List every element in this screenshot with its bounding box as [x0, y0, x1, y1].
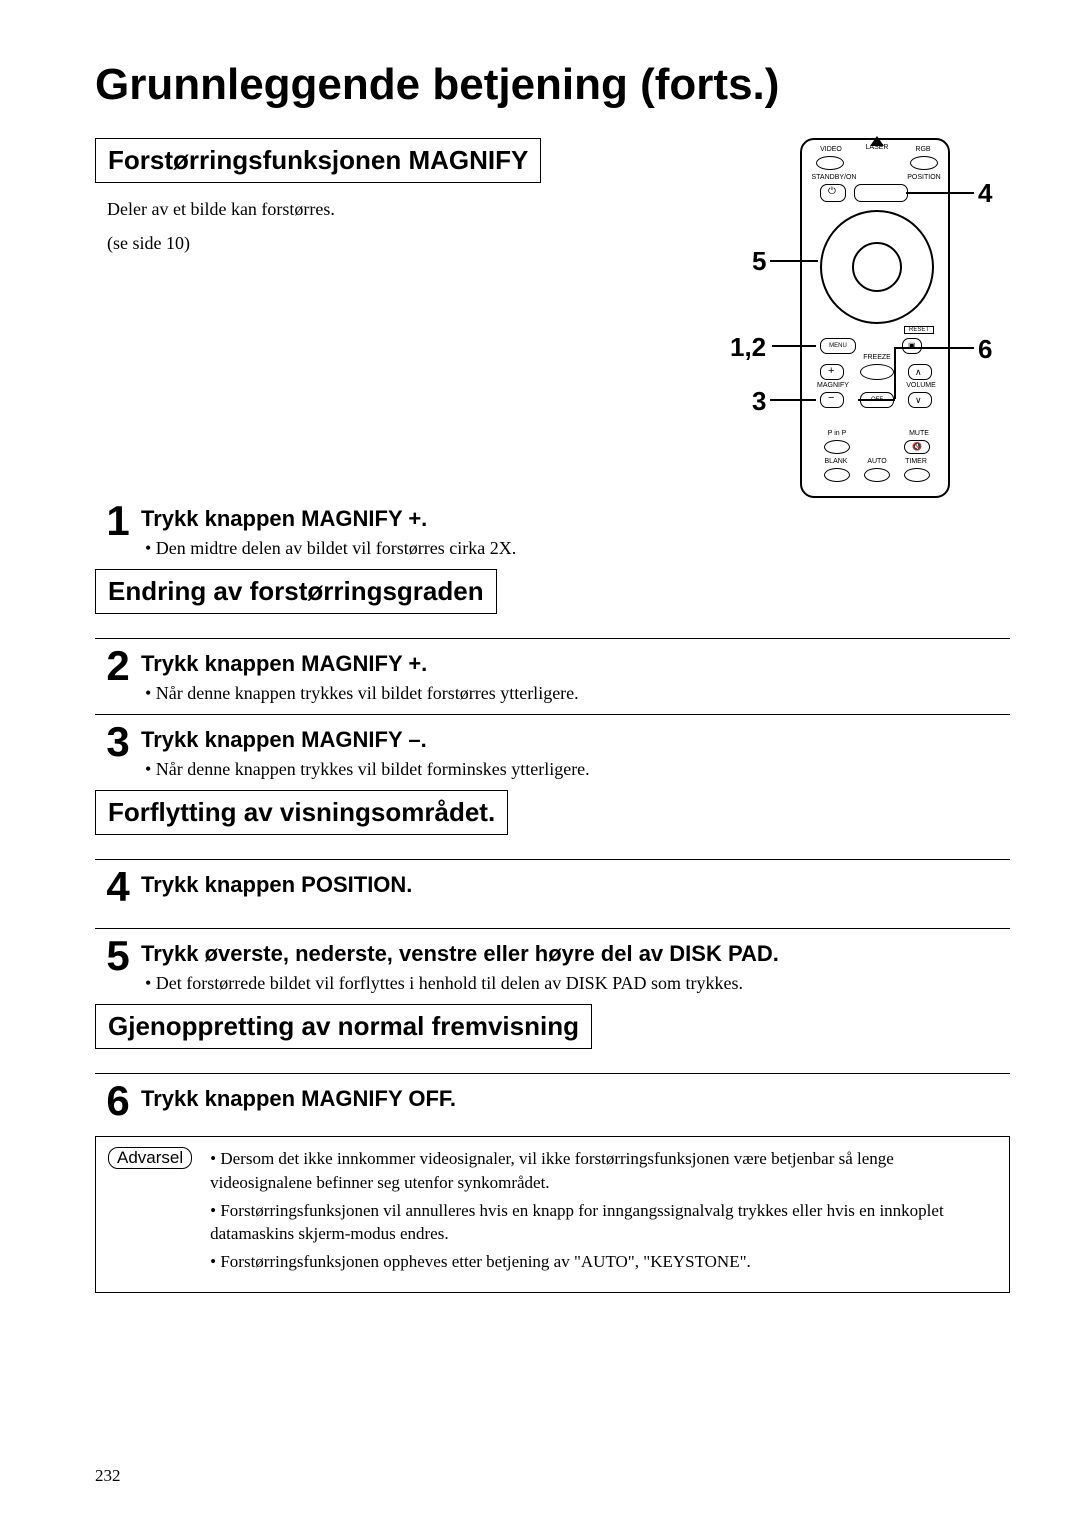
intro-col: Forstørringsfunksjonen MAGNIFY Deler av …	[95, 138, 690, 266]
btn-blank	[824, 468, 850, 482]
callout-5: 5	[752, 246, 766, 277]
page-title: Grunnleggende betjening (forts.)	[95, 60, 1010, 110]
btn-pinp	[824, 440, 850, 454]
step-3: 3 Trykk knappen MAGNIFY –. • Når denne k…	[95, 721, 1010, 780]
remote-diagram: VIDEO LASER RGB STANDBY/ON POSITION ⏻ RE…	[690, 138, 1010, 498]
step-1-b1: • Den midtre delen av bildet vil forstør…	[145, 538, 1010, 559]
label-timer: TIMER	[902, 458, 930, 465]
section-magnify: Forstørringsfunksjonen MAGNIFY	[95, 138, 541, 183]
step-5: 5 Trykk øverste, nederste, venstre eller…	[95, 935, 1010, 994]
rule-5	[95, 1073, 1010, 1074]
leader-5	[770, 260, 818, 262]
btn-mag-minus: −	[820, 392, 844, 408]
btn-mag-plus: +	[820, 364, 844, 380]
callout-4: 4	[978, 178, 992, 209]
label-volume: VOLUME	[904, 382, 938, 389]
section-grade: Endring av forstørringsgraden	[95, 569, 497, 614]
label-mute: MUTE	[906, 430, 932, 437]
leader-3	[770, 399, 816, 401]
label-magnify: MAGNIFY	[816, 382, 850, 389]
callout-3: 3	[752, 386, 766, 417]
leader-4	[906, 192, 974, 194]
warning-1: • Dersom det ikke innkommer videosignale…	[210, 1147, 997, 1195]
step-6-num: 6	[95, 1080, 141, 1122]
manual-page: Grunnleggende betjening (forts.) Forstør…	[0, 0, 1080, 1528]
warning-box: Advarsel • Dersom det ikke innkommer vid…	[95, 1136, 1010, 1293]
callout-12: 1,2	[730, 332, 766, 363]
btn-position	[854, 184, 908, 202]
step-2-num: 2	[95, 645, 141, 687]
step-2-head: Trykk knappen MAGNIFY +.	[141, 651, 1010, 677]
step-6-head: Trykk knappen MAGNIFY OFF.	[141, 1086, 1010, 1112]
btn-timer	[904, 468, 930, 482]
step-3-head: Trykk knappen MAGNIFY –.	[141, 727, 1010, 753]
step-3-b1: • Når denne knappen trykkes vil bildet f…	[145, 759, 1010, 780]
btn-auto	[864, 468, 890, 482]
step-1-num: 1	[95, 500, 141, 542]
leader-12	[772, 345, 816, 347]
laser-icon	[870, 136, 884, 146]
section-restore: Gjenoppretting av normal fremvisning	[95, 1004, 592, 1049]
step-6: 6 Trykk knappen MAGNIFY OFF.	[95, 1080, 1010, 1122]
rule-4	[95, 928, 1010, 929]
disk-pad-inner	[852, 242, 902, 292]
step-2-b1: • Når denne knappen trykkes vil bildet f…	[145, 683, 1010, 704]
btn-standby: ⏻	[820, 184, 846, 202]
btn-mute: 🔇	[904, 440, 930, 454]
section-move: Forflytting av visningsområdet.	[95, 790, 508, 835]
step-1: 1 Trykk knappen MAGNIFY +. • Den midtre …	[95, 500, 1010, 559]
warning-2: • Forstørringsfunksjonen vil annulleres …	[210, 1199, 997, 1247]
label-video: VIDEO	[816, 146, 846, 153]
warning-label: Advarsel	[108, 1147, 192, 1169]
label-freeze: FREEZE	[860, 354, 894, 361]
rule-2	[95, 714, 1010, 715]
top-section: Forstørringsfunksjonen MAGNIFY Deler av …	[95, 138, 1010, 498]
step-4-num: 4	[95, 866, 141, 908]
btn-rgb	[910, 156, 938, 170]
page-number: 232	[95, 1466, 121, 1486]
step-4: 4 Trykk knappen POSITION.	[95, 866, 1010, 908]
step-4-head: Trykk knappen POSITION.	[141, 872, 1010, 898]
btn-reset: ▣	[902, 338, 922, 354]
warning-3: • Forstørringsfunksjonen oppheves etter …	[210, 1250, 997, 1274]
btn-video	[816, 156, 844, 170]
label-position: POSITION	[902, 174, 946, 181]
label-reset: RESET	[904, 326, 934, 334]
leader-6b	[894, 347, 896, 399]
step-5-num: 5	[95, 935, 141, 977]
leader-6c	[858, 399, 895, 401]
step-3-num: 3	[95, 721, 141, 763]
rule-1	[95, 638, 1010, 639]
btn-freeze	[860, 364, 894, 380]
label-standby: STANDBY/ON	[808, 174, 860, 181]
step-5-b1: • Det forstørrede bildet vil forflyttes …	[145, 973, 1010, 994]
intro-line2: (se side 10)	[107, 231, 690, 255]
callout-6: 6	[978, 334, 992, 365]
label-auto: AUTO	[864, 458, 890, 465]
step-2: 2 Trykk knappen MAGNIFY +. • Når denne k…	[95, 645, 1010, 704]
intro-line1: Deler av et bilde kan forstørres.	[107, 197, 690, 221]
step-1-head: Trykk knappen MAGNIFY +.	[141, 506, 1010, 532]
rule-3	[95, 859, 1010, 860]
warning-body: • Dersom det ikke innkommer videosignale…	[210, 1147, 997, 1278]
btn-vol-down: ∨	[908, 392, 932, 408]
btn-vol-up: ∧	[908, 364, 932, 380]
step-5-head: Trykk øverste, nederste, venstre eller h…	[141, 941, 1010, 967]
leader-6a	[894, 347, 974, 349]
btn-menu: MENU	[820, 338, 856, 354]
label-rgb: RGB	[910, 146, 936, 153]
label-pinp: P in P	[824, 430, 850, 437]
label-blank: BLANK	[822, 458, 850, 465]
